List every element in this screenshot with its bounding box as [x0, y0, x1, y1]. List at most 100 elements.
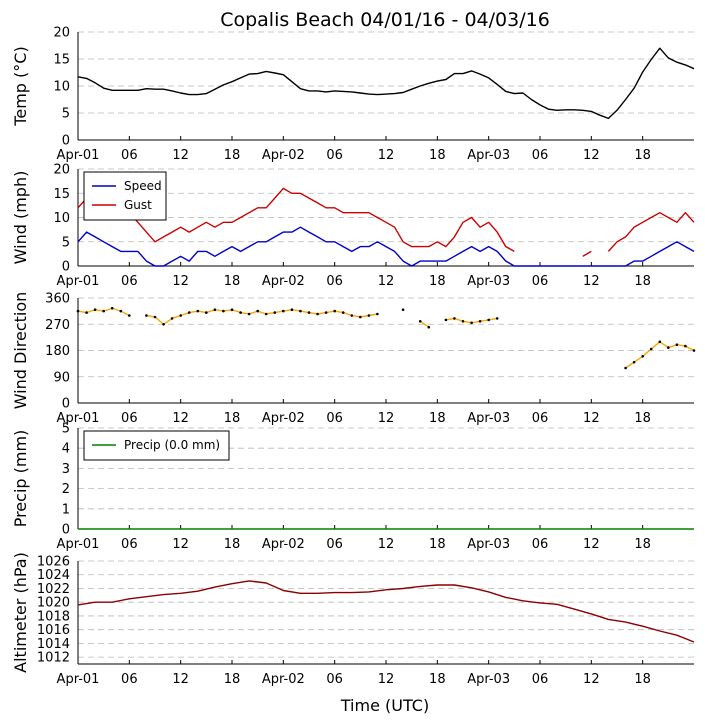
series-line-gust — [607, 211, 695, 252]
direction-point — [230, 308, 234, 312]
direction-point — [316, 312, 319, 316]
direction-point — [196, 309, 200, 313]
direction-point — [350, 314, 354, 317]
direction-point — [222, 309, 225, 313]
chart-title: Copalis Beach 04/01/16 - 04/03/16 — [220, 9, 550, 31]
y-tick-label: 1026 — [37, 555, 70, 570]
x-tick-label: 12 — [172, 274, 189, 289]
x-tick-label: 18 — [224, 672, 241, 687]
direction-point — [376, 312, 379, 316]
y-tick-label: 360 — [45, 292, 70, 307]
series-line-temp — [77, 47, 695, 120]
y-axis-label: Temp (°C) — [11, 46, 30, 126]
series-line-direction — [419, 320, 430, 328]
x-tick-label: Apr-01 — [57, 411, 100, 426]
direction-point — [213, 308, 217, 312]
direction-point — [273, 311, 277, 314]
x-tick-label: 06 — [326, 537, 343, 552]
direction-point — [145, 314, 148, 317]
direction-point — [427, 325, 431, 329]
x-tick-label: 18 — [634, 411, 651, 426]
x-tick-label: Apr-02 — [262, 411, 305, 426]
y-tick-label: 20 — [53, 26, 70, 41]
x-tick-label: 06 — [121, 672, 138, 687]
x-tick-label: Apr-03 — [467, 672, 510, 687]
direction-point — [179, 314, 182, 317]
x-tick-label: 12 — [378, 411, 395, 426]
x-tick-label: 06 — [326, 148, 343, 163]
y-tick-label: 1024 — [37, 568, 70, 583]
legend-wind: Speed Gust — [83, 171, 167, 221]
x-tick-label: 06 — [121, 148, 138, 163]
direction-point — [119, 309, 123, 313]
direction-point — [282, 309, 285, 313]
x-axis-label: Time (UTC) — [340, 696, 429, 715]
direction-point — [692, 349, 696, 352]
y-tick-label: 2 — [62, 482, 70, 497]
y-tick-label: 1020 — [37, 596, 70, 611]
series-line-gust — [77, 187, 515, 253]
x-tick-label: 06 — [326, 672, 343, 687]
y-tick-label: 1 — [62, 502, 70, 517]
direction-point — [128, 314, 131, 317]
x-tick-label: 06 — [326, 411, 343, 426]
x-tick-label: Apr-01 — [57, 148, 100, 163]
x-tick-label: 18 — [634, 672, 651, 687]
y-tick-label: 1014 — [37, 637, 70, 652]
y-tick-label: 90 — [53, 370, 70, 385]
x-tick-label: 06 — [532, 274, 549, 289]
direction-point — [102, 309, 105, 313]
direction-point — [495, 317, 499, 320]
x-tick-label: 12 — [583, 672, 600, 687]
direction-point — [478, 320, 482, 323]
y-tick-label: 20 — [53, 163, 70, 178]
x-tick-label: 12 — [172, 148, 189, 163]
x-tick-label: 18 — [429, 537, 446, 552]
x-tick-label: Apr-03 — [467, 274, 510, 289]
direction-point — [341, 311, 345, 314]
direction-point — [85, 311, 88, 314]
direction-point — [162, 323, 165, 326]
x-tick-label: 12 — [378, 672, 395, 687]
x-tick-label: 12 — [172, 411, 189, 426]
direction-point — [333, 309, 337, 313]
direction-point — [444, 318, 448, 322]
direction-point — [247, 312, 251, 316]
y-tick-label: 1018 — [37, 609, 70, 624]
direction-point — [461, 320, 465, 323]
direction-point — [299, 309, 302, 313]
direction-point — [632, 360, 636, 364]
legend-entry-label: Gust — [124, 198, 152, 212]
y-tick-label: 180 — [45, 344, 70, 359]
x-tick-label: 18 — [224, 411, 241, 426]
direction-point — [93, 308, 97, 312]
y-axis-label: Precip (mm) — [11, 430, 30, 528]
x-tick-label: 06 — [532, 148, 549, 163]
direction-point — [658, 340, 662, 344]
y-axis-label: Altimeter (hPa) — [11, 552, 30, 673]
direction-point — [307, 311, 311, 314]
direction-point — [418, 320, 422, 323]
x-tick-label: 18 — [634, 274, 651, 289]
y-axis-label: Wind Direction — [11, 292, 30, 410]
legend-entry-label: Precip (0.0 mm) — [124, 438, 220, 452]
series-line-direction — [146, 308, 378, 326]
x-tick-label: 12 — [583, 148, 600, 163]
direction-point — [367, 314, 371, 317]
direction-point — [239, 311, 242, 314]
y-tick-label: 1022 — [37, 582, 70, 597]
x-tick-label: 18 — [224, 537, 241, 552]
x-tick-label: 06 — [121, 537, 138, 552]
direction-point — [470, 321, 473, 325]
x-tick-label: 12 — [583, 537, 600, 552]
y-tick-label: 0 — [62, 397, 70, 412]
series-line-speed — [77, 226, 695, 267]
x-tick-label: 12 — [378, 274, 395, 289]
y-axis-label: Wind (mph) — [11, 171, 30, 265]
x-tick-label: 06 — [532, 672, 549, 687]
direction-point — [170, 317, 174, 320]
direction-point — [256, 309, 260, 313]
y-tick-label: 5 — [62, 235, 70, 250]
